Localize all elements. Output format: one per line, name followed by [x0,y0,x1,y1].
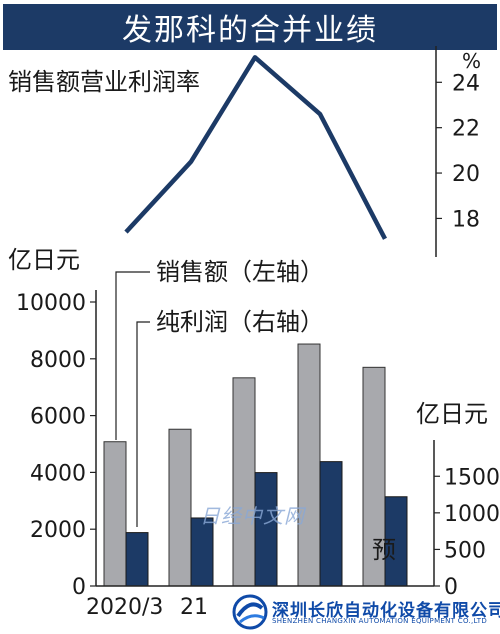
percent-tick-label-3: 24 [452,71,480,96]
left-tick-label-1: 2000 [30,518,86,543]
sales-bar-2 [232,377,256,587]
watermark-name: 深圳长欣自动化设备有限公司 [272,601,500,621]
profit-bar-3 [319,461,343,587]
forecast-label: 预 [372,536,396,564]
company-logo-icon [232,594,268,630]
right-tick-label-2: 1000 [444,502,500,527]
legend-profit: 纯利润（右轴） [156,308,324,336]
left-tick-label-5: 10000 [16,291,86,316]
right-tick-label-1: 500 [444,538,486,563]
percent-tick-label-0: 18 [452,207,480,232]
watermark-subtitle: SHENZHEN CHANGXIN AUTOMATION EQUIPMENT C… [272,617,488,625]
margin-line [124,55,387,240]
x-tick-label-0: 2020/3 [86,595,163,620]
left-axis-ticks: 0 2000 4000 6000 8000 10000 [16,291,96,600]
percent-unit-label: % [462,49,481,73]
x-tick-label-1: 21 [180,595,208,620]
chart-title: 发那科的合并业绩 [122,13,378,48]
sales-bar-1 [168,428,192,587]
title-bar: 发那科的合并业绩 [3,4,497,50]
left-tick-label-3: 6000 [30,405,86,430]
left-tick-label-2: 4000 [30,461,86,486]
right-tick-label-0: 0 [444,575,458,600]
axes: 0 500 1000 1500 [95,290,500,600]
percent-tick-label-1: 20 [452,162,480,187]
left-axis-unit: 亿日元 [8,246,80,274]
legend-sales: 销售额（左轴） [156,258,324,286]
watermark: 深圳长欣自动化设备有限公司 SHENZHEN CHANGXIN AUTOMATI… [226,592,500,632]
bars [103,343,408,587]
legend-sales-leader [115,271,150,440]
profit-bar-0 [125,532,149,587]
percent-tick-label-2: 22 [452,117,480,142]
legend-profit-leader [136,321,150,527]
right-tick-label-3: 1500 [444,465,500,490]
left-tick-label-0: 0 [72,575,86,600]
right-axis-unit: 亿日元 [416,400,488,428]
margin-series-label: 销售额营业利润率 [8,68,200,96]
percent-axis: 18 20 22 24% [435,46,481,257]
sales-bar-3 [297,343,321,587]
sales-bar-0 [103,441,127,587]
profit-bar-2 [254,472,278,587]
source-mark: 日经中文网 [200,504,305,528]
left-tick-label-4: 8000 [30,348,86,373]
